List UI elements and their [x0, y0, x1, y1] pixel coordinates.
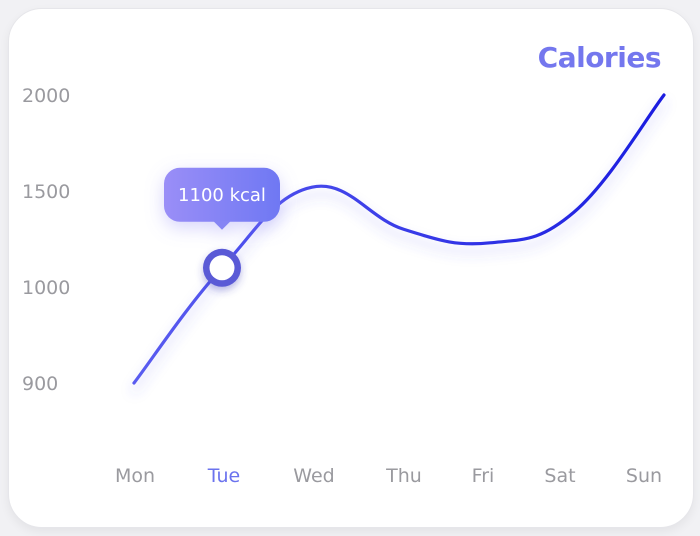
y-axis: 900 1000 1500 2000: [22, 85, 70, 395]
tooltip-value: 1100 kcal: [178, 185, 266, 206]
x-tick-label[interactable]: Fri: [472, 465, 495, 487]
tooltip-box: [164, 167, 280, 222]
x-axis: Mon Tue Wed Thu Fri Sat Sun: [115, 465, 662, 487]
calories-line: [132, 93, 666, 385]
x-tick-label[interactable]: Tue: [207, 465, 240, 487]
chart-card: Calories: [8, 8, 694, 528]
chart-title: Calories: [537, 41, 662, 74]
x-tick-label[interactable]: Thu: [385, 465, 422, 487]
x-tick-label[interactable]: Wed: [293, 465, 334, 487]
y-tick-label: 900: [22, 373, 58, 395]
y-tick-label: 1000: [22, 277, 70, 299]
y-tick-label: 2000: [22, 85, 70, 107]
x-tick-label[interactable]: Sat: [544, 465, 575, 487]
y-tick-label: 1500: [22, 181, 70, 203]
highlight-group: 1100 kcal: [164, 167, 280, 287]
x-tick-label[interactable]: Sun: [626, 465, 662, 487]
highlight-marker-center: [209, 255, 235, 281]
series-group: [132, 93, 666, 385]
tooltip: [164, 167, 280, 230]
x-tick-label[interactable]: Mon: [115, 465, 155, 487]
tooltip-pointer: [213, 220, 231, 230]
